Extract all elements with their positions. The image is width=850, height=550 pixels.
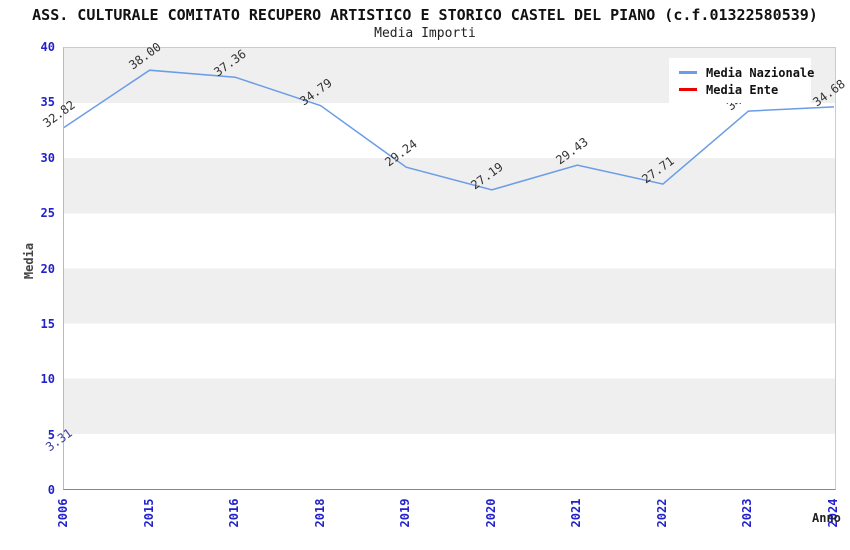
y-tick-label: 5 bbox=[47, 427, 55, 442]
x-tick-label: 2006 bbox=[56, 498, 70, 528]
chart-subtitle: Media Importi bbox=[374, 26, 476, 41]
x-tick-label: 2019 bbox=[398, 498, 413, 528]
legend: Media Nazionale Media Ente bbox=[669, 58, 815, 103]
x-tick-label: 2018 bbox=[312, 498, 327, 528]
chart-title: ASS. CULTURALE COMITATO RECUPERO ARTISTI… bbox=[32, 6, 818, 24]
media-nazionale-line bbox=[63, 69, 835, 191]
legend-label: Media Ente bbox=[706, 82, 779, 97]
media-ente-line-swatch bbox=[679, 88, 697, 91]
x-tick-label: 2021 bbox=[569, 498, 584, 528]
y-tick-label: 25 bbox=[40, 206, 55, 221]
x-tick-label: 2020 bbox=[483, 498, 498, 528]
series-lines bbox=[63, 69, 835, 191]
legend-item-media-ente: Media Ente bbox=[679, 82, 811, 97]
y-tick-label: 35 bbox=[40, 95, 55, 110]
plot-area bbox=[63, 47, 836, 490]
y-tick-label: 20 bbox=[40, 261, 55, 276]
y-tick-label: 30 bbox=[40, 150, 55, 165]
x-tick-label: 2016 bbox=[227, 498, 242, 528]
x-tick-label: 2015 bbox=[141, 498, 156, 528]
x-axis-title: Anno bbox=[812, 511, 841, 525]
legend-label: Media Nazionale bbox=[706, 65, 815, 80]
y-tick-label: 0 bbox=[47, 483, 55, 497]
y-tick-label: 10 bbox=[40, 372, 55, 387]
legend-item-media-nazionale: Media Nazionale bbox=[679, 65, 815, 80]
x-tick-label: 2023 bbox=[740, 498, 755, 528]
y-tick-label: 15 bbox=[40, 316, 55, 331]
y-tick-label: 40 bbox=[40, 40, 55, 54]
media-nazionale-line-swatch bbox=[679, 71, 697, 74]
x-tick-label: 2022 bbox=[654, 498, 669, 528]
